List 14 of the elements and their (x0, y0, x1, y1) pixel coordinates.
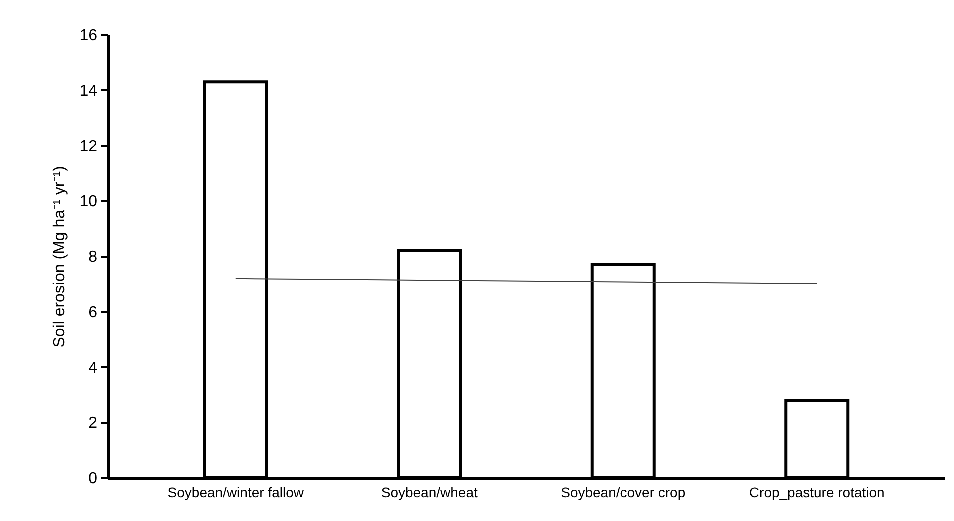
y-axis-title: Soil erosion (Mg ha⁻¹ yr⁻¹) (52, 166, 69, 348)
y-tick-label: 14 (80, 82, 98, 100)
y-tick-label: 16 (80, 28, 98, 44)
y-tick-label: 10 (80, 194, 98, 211)
y-tick-label: 2 (88, 415, 98, 432)
x-tick-label: Crop_pasture rotation (749, 484, 885, 500)
x-tick-label: Soybean/wheat (381, 484, 478, 500)
y-tick-label: 12 (80, 138, 98, 156)
x-tick-label: Soybean/winter fallow (168, 484, 305, 500)
y-tick-label: 6 (88, 304, 98, 322)
y-tick-label: 8 (88, 249, 98, 266)
x-tick-label: Soybean/cover crop (561, 484, 686, 500)
y-tick-label: 4 (88, 360, 98, 377)
y-tick-label: 0 (88, 470, 98, 488)
